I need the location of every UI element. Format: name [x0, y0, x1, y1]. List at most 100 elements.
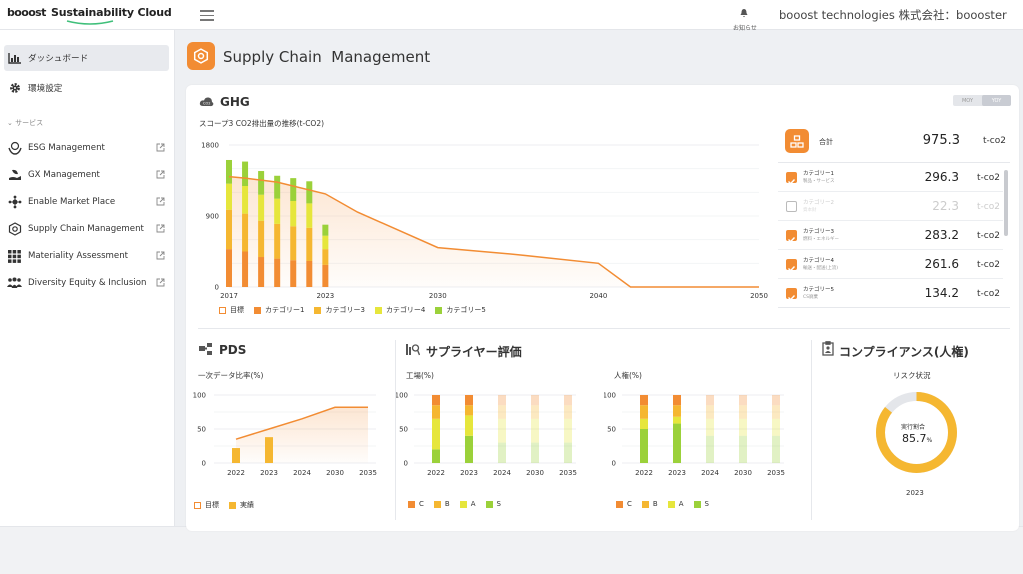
- x-tick-label: 2022: [635, 469, 653, 477]
- sidebar-item-dashboard[interactable]: ダッシュボード: [4, 45, 169, 71]
- sidebar-item-gx[interactable]: GX Management: [4, 162, 169, 188]
- category-list-scrollbar[interactable]: [1004, 170, 1008, 236]
- external-link-icon[interactable]: [156, 143, 165, 152]
- ghg-chart-subtitle: スコープ3 CO2排出量の推移(t-CO2): [199, 119, 325, 128]
- app-logo[interactable]: booost Sustainability Cloud: [7, 4, 172, 26]
- sidebar-item-label: Enable Market Place: [28, 197, 116, 207]
- category-checkbox[interactable]: [786, 172, 797, 185]
- stack-segment-a: [640, 418, 648, 429]
- page-title-badge: [187, 42, 215, 70]
- total-label: 合計: [819, 138, 833, 146]
- svg-text:CO2: CO2: [203, 102, 210, 106]
- grid-icon: [7, 249, 22, 264]
- legend-item-b: B: [641, 500, 658, 508]
- stack-segment-s: [465, 435, 473, 463]
- stack-segment-b: [465, 405, 473, 416]
- external-link-icon[interactable]: [156, 197, 165, 206]
- legend-label: C: [419, 500, 424, 508]
- toggle-option-yoy[interactable]: YOY: [982, 95, 1011, 106]
- legend-item-category3: カテゴリー3: [314, 305, 365, 315]
- category-row[interactable]: カテゴリー1 製品・サービス 296.3 t-co2: [778, 163, 1003, 192]
- sidebar-item-label: ESG Management: [28, 143, 105, 153]
- legend-item-target: 目標: [219, 305, 244, 315]
- sidebar-item-dei[interactable]: Diversity Equity & Inclusion: [4, 270, 169, 296]
- actual-bar: [232, 448, 240, 463]
- legend-label: B: [444, 500, 450, 508]
- category-checkbox[interactable]: [786, 259, 797, 272]
- sidebar-item-settings[interactable]: 環境設定: [4, 75, 169, 101]
- company-user-label[interactable]: booost technologies 株式会社：boooster: [779, 8, 1007, 22]
- donut-value-arc: [876, 392, 957, 473]
- legend-swatch: [485, 500, 493, 508]
- external-link-icon[interactable]: [156, 278, 165, 287]
- page-title: Supply Chain Management: [223, 48, 431, 66]
- category-row[interactable]: カテゴリー3 燃料・エネルギー 283.2 t-co2: [778, 221, 1003, 250]
- stack-segment-s: [531, 442, 539, 463]
- stack-segment-s: [739, 435, 747, 463]
- category-checkbox[interactable]: [786, 230, 797, 243]
- external-link-icon[interactable]: [156, 170, 165, 179]
- x-tick-label: 2022: [227, 469, 245, 477]
- y-tick-label: 1800: [201, 142, 219, 150]
- sidebar-item-market-place[interactable]: Enable Market Place: [4, 189, 169, 215]
- legend-label: カテゴリー1: [265, 306, 305, 314]
- legend-label: C: [627, 500, 632, 508]
- sidebar-item-materiality[interactable]: Materiality Assessment: [4, 243, 169, 269]
- ghg-emissions-chart: 0 900 1800 2017 2023 2030 2040 2050: [201, 142, 768, 301]
- sidebar-item-supply-chain[interactable]: Supply Chain Management: [4, 216, 169, 242]
- risk-status-label: リスク状況: [893, 371, 931, 380]
- toggle-option-moy[interactable]: MOY: [961, 97, 974, 104]
- bar-segment-1: [322, 264, 329, 287]
- category-unit: t-co2: [977, 202, 1000, 212]
- stack-segment-c: [772, 395, 780, 406]
- stack-segment-b: [772, 405, 780, 419]
- period-toggle[interactable]: MOY YOY: [953, 95, 1011, 106]
- category-name: カテゴリー5: [803, 287, 834, 293]
- supplier-title: サプライヤー評価: [426, 345, 522, 359]
- category-row[interactable]: カテゴリー4 輸送・配送(上流) 261.6 t-co2: [778, 250, 1003, 279]
- stack-segment-a: [465, 415, 473, 436]
- legend-item-c: C: [616, 500, 632, 508]
- category-row[interactable]: カテゴリー5 CS廃棄 134.2 t-co2: [778, 279, 1003, 307]
- bar-segment-1: [258, 257, 265, 287]
- stack-segment-s: [498, 442, 506, 463]
- y-tick-label: 50: [399, 426, 408, 434]
- notification-button[interactable]: お知らせ: [733, 3, 757, 32]
- category-list: カテゴリー1 製品・サービス 296.3 t-co2 カテゴリー2 資本財 22…: [778, 162, 1010, 308]
- legend-swatch-target: [194, 501, 201, 509]
- legend-item-target: 目標: [194, 500, 219, 510]
- stack-segment-c: [706, 395, 714, 406]
- legend-swatch: [693, 500, 701, 508]
- category-row[interactable]: カテゴリー2 資本財 22.3 t-co2: [778, 192, 1003, 221]
- legend-label: S: [704, 500, 709, 508]
- supplier-eval-icon: [406, 344, 420, 356]
- stack-segment-c: [564, 395, 572, 406]
- target-area: [236, 407, 368, 463]
- legend-swatch: [374, 306, 382, 314]
- bar-segment-2: [290, 226, 297, 261]
- stack-segment-a: [498, 418, 506, 443]
- logo-booost: booost: [7, 6, 46, 19]
- bar-segment-3: [290, 201, 297, 227]
- external-link-icon[interactable]: [156, 224, 165, 233]
- logo-swoosh-icon: [66, 20, 114, 25]
- bar-segment-2: [322, 249, 329, 265]
- legend-label: S: [496, 500, 501, 508]
- sidebar-item-esg[interactable]: ESG Management: [4, 135, 169, 161]
- menu-toggle-icon[interactable]: [200, 8, 214, 22]
- x-tick-label: 2023: [316, 292, 334, 300]
- y-tick-label: 100: [193, 392, 206, 400]
- stack-segment-c: [432, 395, 440, 406]
- donut-year: 2023: [906, 489, 924, 497]
- stack-segment-c: [531, 395, 539, 406]
- footer-bar: [0, 526, 1023, 574]
- external-link-icon[interactable]: [156, 251, 165, 260]
- category-checkbox[interactable]: [786, 201, 797, 212]
- category-sub: 輸送・配送(上流): [803, 266, 839, 271]
- legend-item-a: A: [459, 500, 476, 508]
- legend-label: 実績: [240, 501, 254, 509]
- legend-item-b: B: [433, 500, 450, 508]
- y-tick-label: 0: [612, 460, 616, 468]
- category-unit: t-co2: [977, 231, 1000, 241]
- category-checkbox[interactable]: [786, 288, 797, 301]
